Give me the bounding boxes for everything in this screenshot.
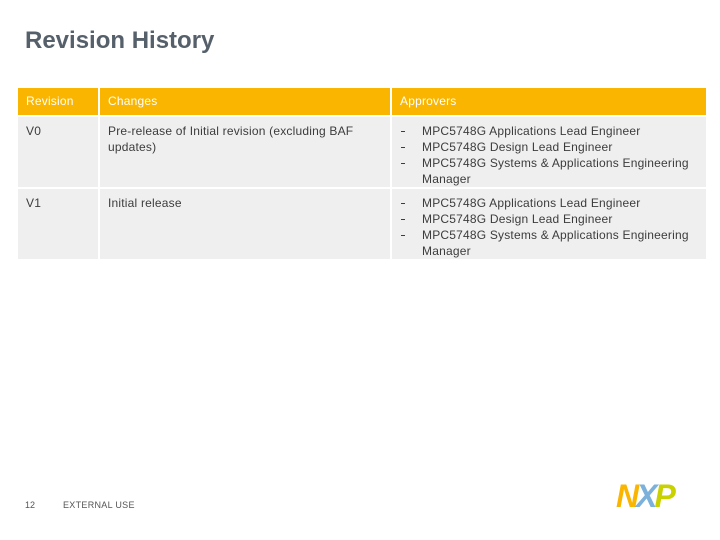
approver: MPC5748G Applications Lead Engineer [422, 124, 641, 138]
approver-item: MPC5748G Applications Lead Engineer [400, 195, 698, 211]
logo: NXP [616, 478, 676, 515]
logo-letter: P [654, 478, 675, 514]
list-dash [401, 131, 405, 132]
list-dash [401, 219, 405, 220]
approver-item: MPC5748G Design Lead Engineer [400, 139, 698, 155]
header-cell: Revision [18, 88, 98, 115]
approver-item: MPC5748G Systems & Applications Engineer… [400, 227, 698, 259]
header-cell: Changes [100, 88, 390, 115]
approver: MPC5748G Design Lead Engineer [422, 212, 613, 226]
slide-title: Revision History [25, 27, 215, 54]
approver: MPC5748G Design Lead Engineer [422, 140, 613, 154]
approver: MPC5748G Systems & Applications Engineer… [422, 156, 689, 186]
approver: MPC5748G Applications Lead Engineer [422, 196, 641, 210]
approvers-cell: MPC5748G Applications Lead Engineer MPC57… [392, 189, 706, 259]
logo-letter: X [636, 478, 657, 514]
changes-cell: Pre-release of Initial revision (excludi… [100, 117, 390, 187]
approver: MPC5748G Systems & Applications Engineer… [422, 228, 689, 258]
classification: EXTERNAL USE [63, 500, 135, 510]
changes-cell: Initial release [100, 189, 390, 259]
list-dash [401, 163, 405, 164]
approvers-cell: MPC5748G Applications Lead Engineer MPC57… [392, 117, 706, 187]
header-cell: Approvers [392, 88, 706, 115]
approver-item: MPC5748G Systems & Applications Engineer… [400, 155, 698, 187]
list-dash [401, 147, 405, 148]
page-number: 12 [25, 500, 36, 510]
revision-cell: V1 [18, 189, 98, 259]
approver-item: MPC5748G Design Lead Engineer [400, 211, 698, 227]
list-dash [401, 203, 405, 204]
revision-cell: V0 [18, 117, 98, 187]
logo-letter: N [616, 478, 639, 514]
list-dash [401, 235, 405, 236]
approver-item: MPC5748G Applications Lead Engineer [400, 123, 698, 139]
